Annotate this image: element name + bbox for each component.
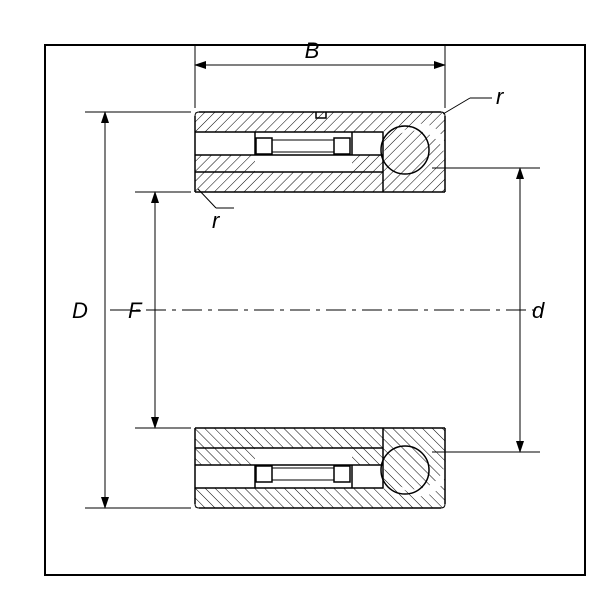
radius-leader-outer: r [443, 84, 505, 114]
label-r-inner: r [212, 208, 221, 233]
dimension-B: B [195, 38, 445, 108]
label-d: d [532, 298, 545, 323]
label-D: D [72, 298, 88, 323]
label-F: F [128, 298, 143, 323]
label-r-outer: r [496, 84, 505, 109]
label-B: B [305, 38, 320, 63]
radius-leader-inner: r [198, 189, 234, 233]
